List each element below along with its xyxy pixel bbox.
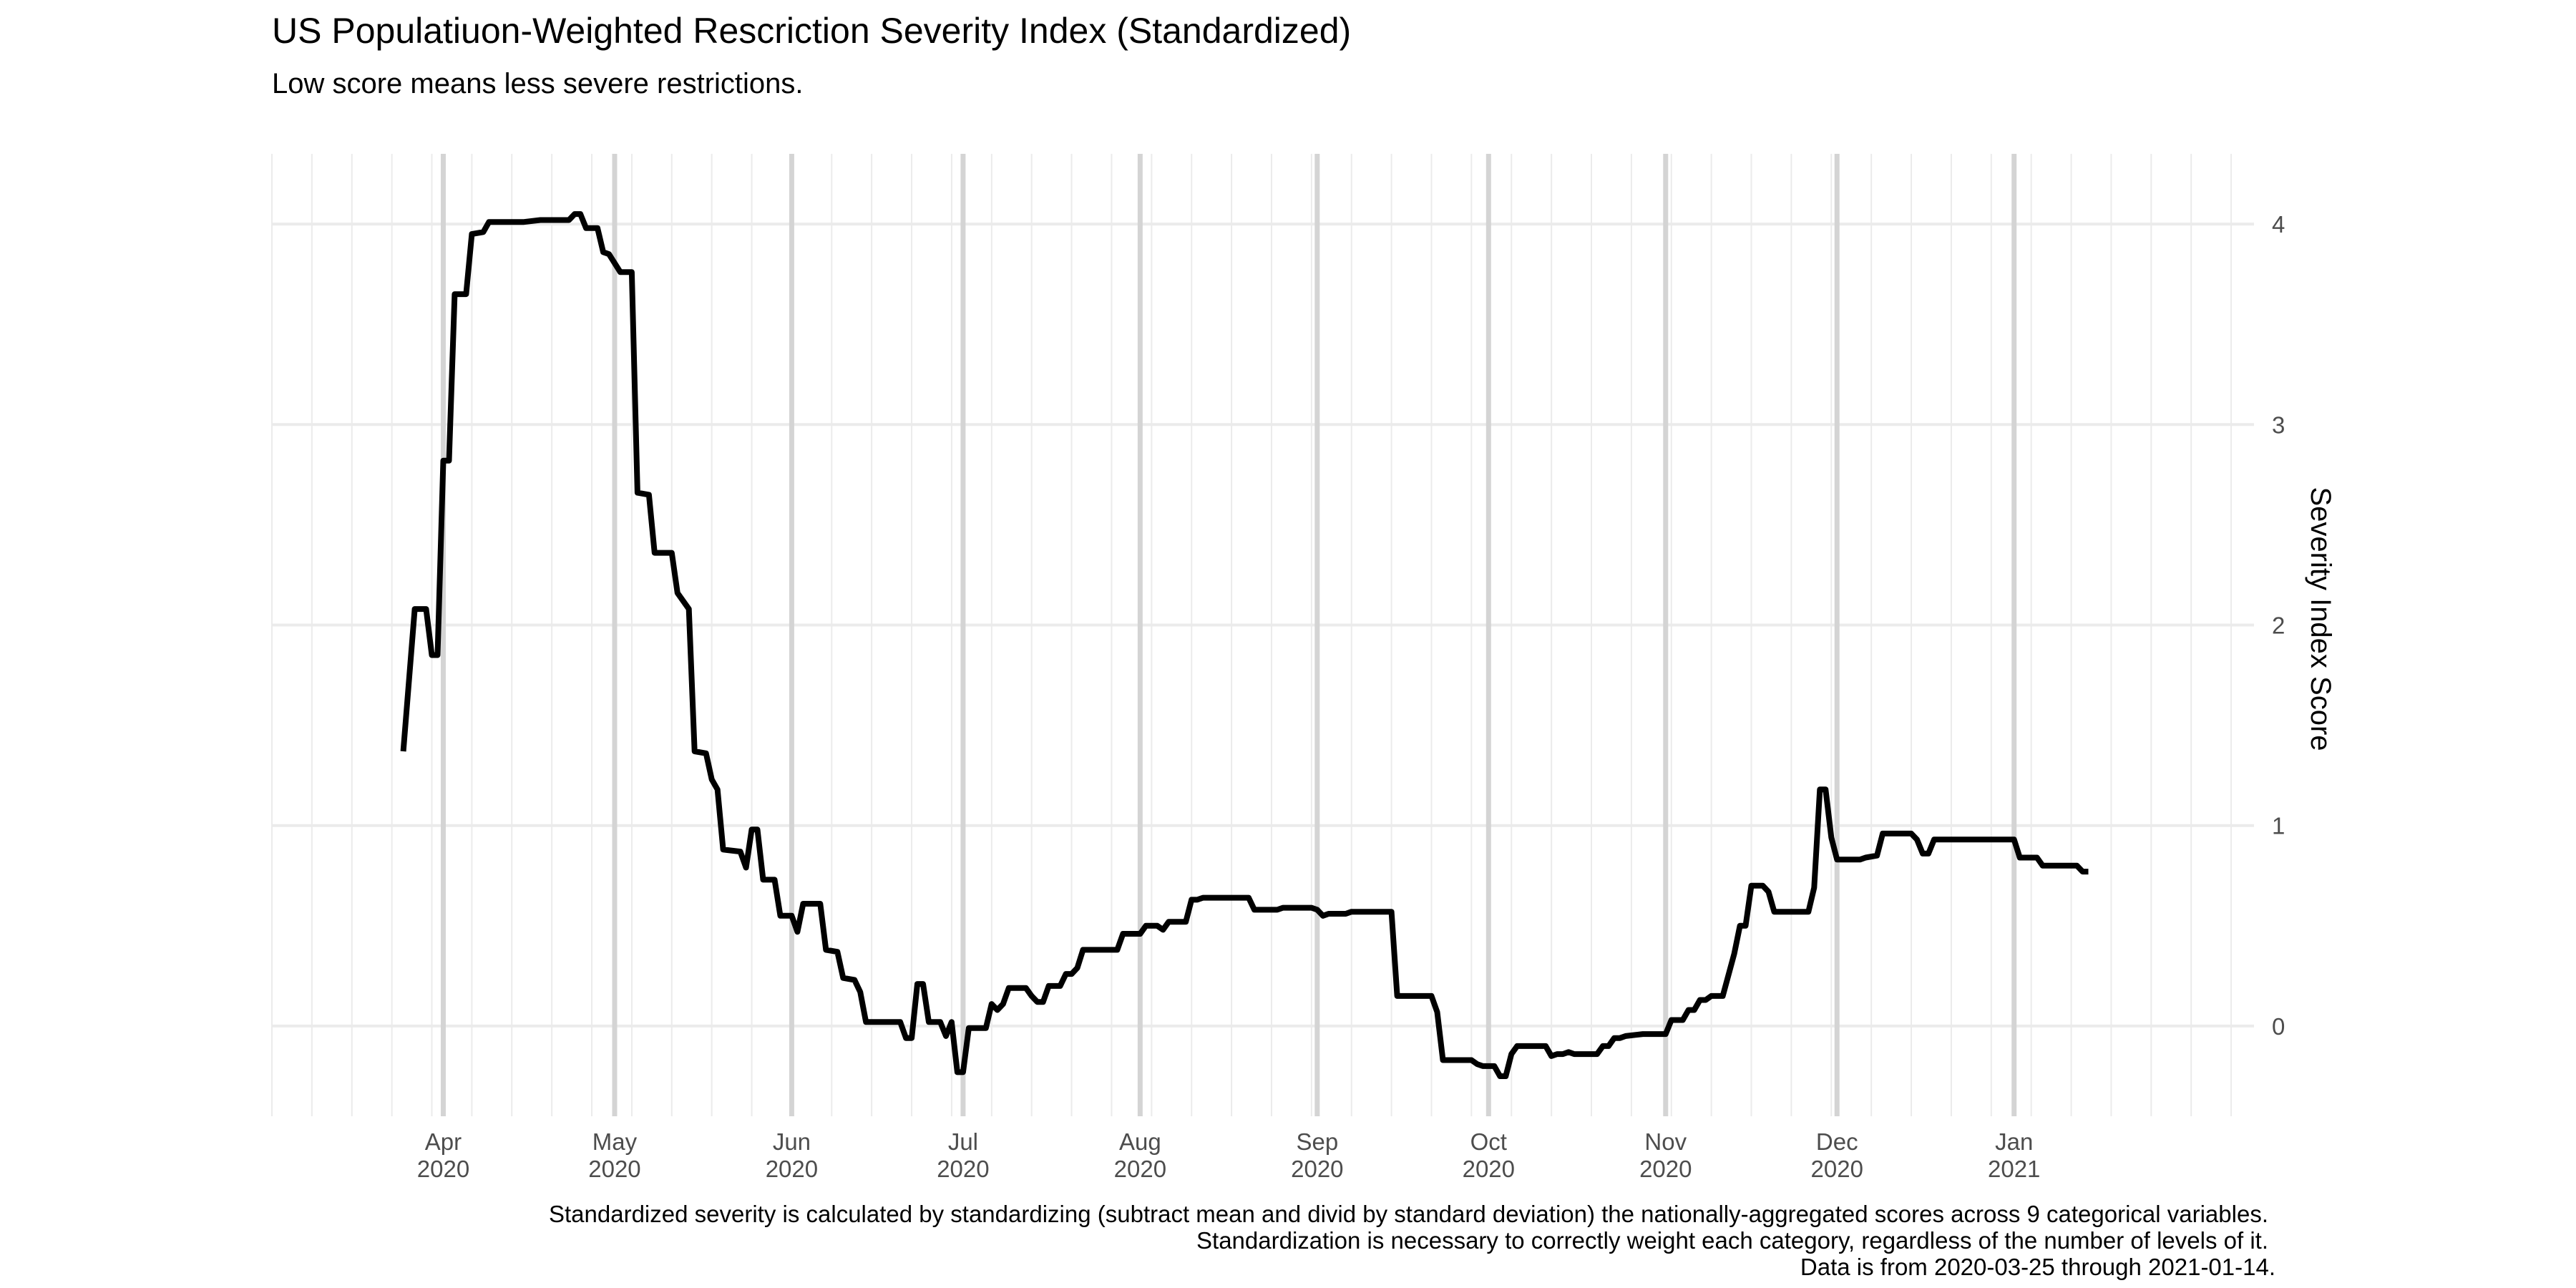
y-tick-label: 3 bbox=[2272, 411, 2285, 438]
x-tick-year: 2020 bbox=[1639, 1156, 1692, 1182]
chart-title: US Populatiuon-Weighted Rescriction Seve… bbox=[272, 11, 1351, 51]
x-tick-year: 2020 bbox=[1463, 1156, 1515, 1182]
y-axis: 4 3 2 1 0 bbox=[2272, 211, 2285, 1040]
grid-minor bbox=[271, 154, 2233, 1116]
caption-line-3: Data is from 2020-03-25 through 2021-01-… bbox=[1800, 1254, 2275, 1280]
caption-line-1: Standardized severity is calculated by s… bbox=[549, 1201, 2268, 1227]
x-tick-month: Sep bbox=[1296, 1128, 1338, 1155]
x-tick-year: 2020 bbox=[1811, 1156, 1863, 1182]
y-tick-label: 0 bbox=[2272, 1013, 2285, 1040]
series-layer bbox=[400, 211, 2089, 1079]
caption-line-2: Standardization is necessary to correctl… bbox=[1196, 1227, 2268, 1254]
series-line bbox=[400, 211, 2089, 1079]
x-tick-month: Dec bbox=[1816, 1128, 1858, 1155]
x-tick-month: Nov bbox=[1644, 1128, 1687, 1155]
x-tick-year: 2020 bbox=[937, 1156, 989, 1182]
x-tick-year: 2020 bbox=[588, 1156, 640, 1182]
y-tick-label: 2 bbox=[2272, 612, 2285, 638]
x-tick-month: Jul bbox=[948, 1128, 978, 1155]
x-tick-year: 2020 bbox=[1291, 1156, 1343, 1182]
y-axis-label: Severity Index Score bbox=[2305, 487, 2336, 751]
x-tick-month: Jan bbox=[1995, 1128, 2033, 1155]
x-tick-year: 2020 bbox=[417, 1156, 469, 1182]
x-tick-month: Jun bbox=[773, 1128, 811, 1155]
chart-subtitle: Low score means less severe restrictions… bbox=[272, 68, 804, 99]
grid-major bbox=[272, 154, 2254, 1116]
x-tick-month: May bbox=[592, 1128, 638, 1155]
y-tick-label: 4 bbox=[2272, 211, 2285, 238]
x-tick-year: 2020 bbox=[1114, 1156, 1166, 1182]
x-tick-month: Apr bbox=[425, 1128, 462, 1155]
x-tick-year: 2020 bbox=[766, 1156, 818, 1182]
x-tick-month: Oct bbox=[1470, 1128, 1507, 1155]
x-tick-year: 2021 bbox=[1988, 1156, 2040, 1182]
y-tick-label: 1 bbox=[2272, 813, 2285, 839]
x-tick-month: Aug bbox=[1119, 1128, 1161, 1155]
x-axis: Apr2020May2020Jun2020Jul2020Aug2020Sep20… bbox=[417, 1128, 2041, 1182]
